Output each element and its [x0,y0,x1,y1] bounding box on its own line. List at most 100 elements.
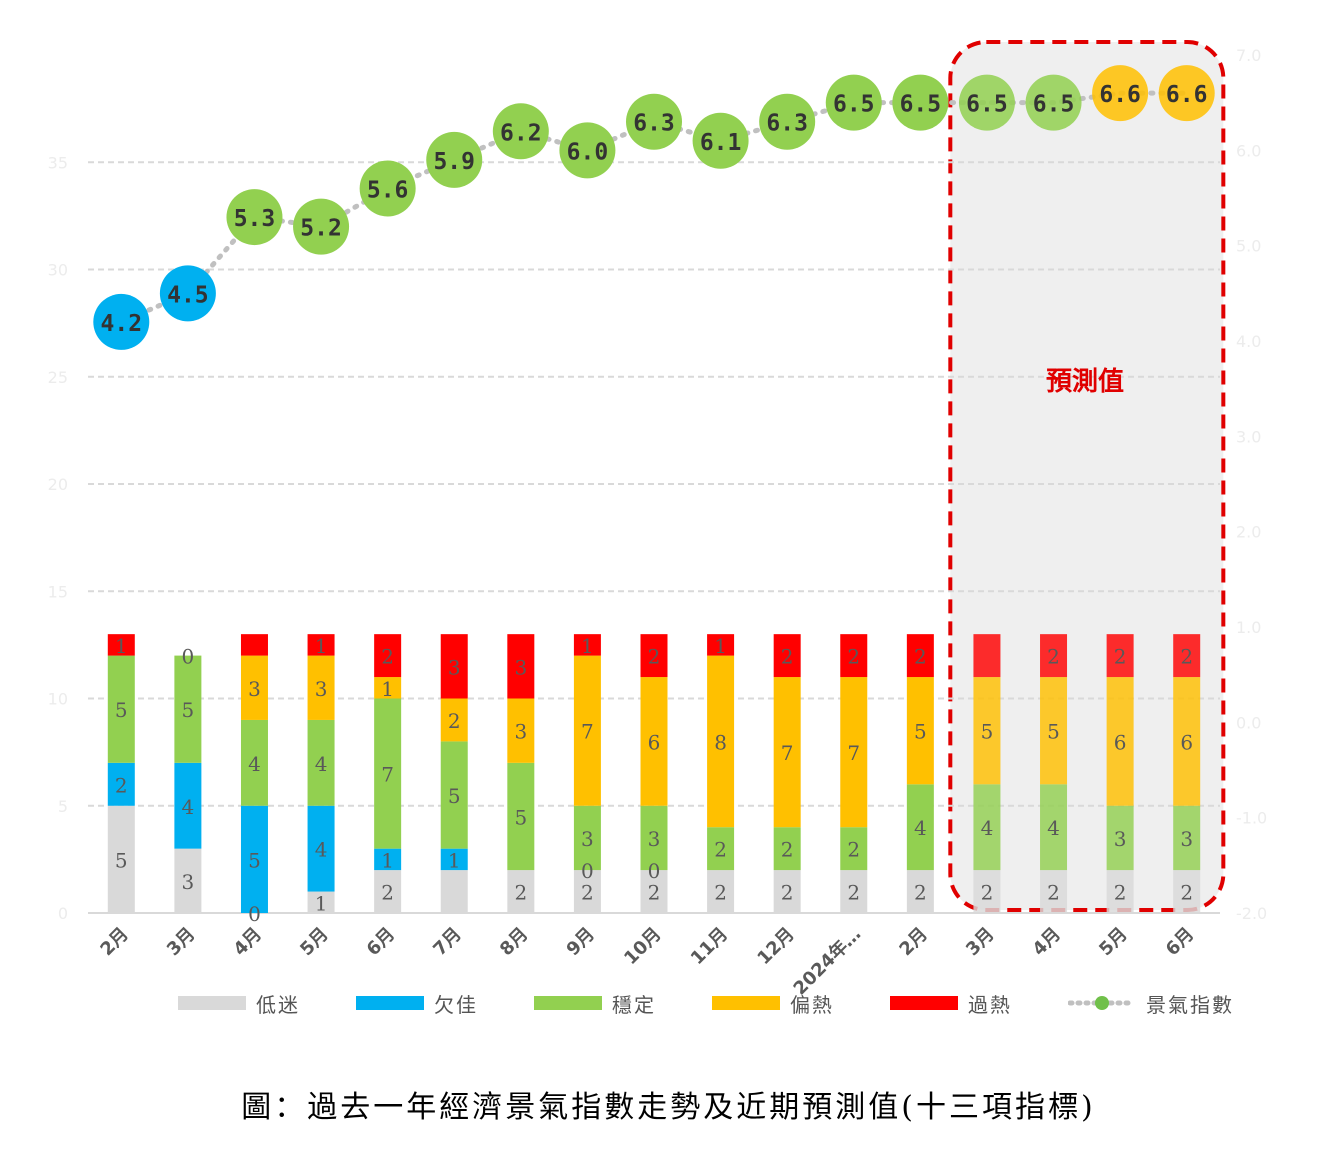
bar-value-label: 2 [381,645,394,669]
bar-segment [773,634,801,678]
x-tick-label: 7月 [429,924,465,960]
bar-segment [1106,805,1134,871]
bar-segment [107,634,135,656]
right-tick-label: 6.0 [1236,141,1261,160]
x-tick-label: 4月 [230,924,266,960]
legend-label-warm: 偏熱 [790,992,834,1017]
bar-value-label: 7 [581,720,594,744]
bar-segment [440,870,468,913]
bar-value-label: 2 [714,881,727,905]
left-tick-label: 10 [48,690,68,709]
bar-segment [107,655,135,763]
bar-segment [440,848,468,871]
left-tick-label: 35 [48,153,68,172]
bar-value-label: 2 [1047,881,1060,905]
index-point [293,198,350,255]
bar-segment [307,719,335,806]
index-point [492,103,549,160]
bar-segment [1040,677,1068,785]
legend-label-low: 低迷 [256,992,300,1017]
left-tick-label: 15 [48,582,68,601]
bar-value-label: 1 [315,891,328,915]
bar-segment [707,655,735,828]
bar-segment [240,634,268,656]
right-axis: -2.0 -1.0 0.0 1.0 2.0 3.0 4.0 5.0 6.0 7.0 [1236,46,1267,923]
bar-segment [507,762,535,871]
bar-value-label: 4 [315,752,328,776]
x-tick-label: 2月 [895,924,931,960]
bar-segment [707,870,735,913]
bar-value-label: 2 [847,838,860,862]
bar-segment [1040,634,1068,678]
bar-segment [640,870,668,913]
bar-segment [840,827,868,871]
bar-value-label: 2 [847,645,860,669]
index-point [825,74,882,131]
bar-segment [840,677,868,828]
right-tick-label: 4.0 [1236,332,1261,351]
stacked-bars [107,634,1201,913]
legend-swatch-warm [712,996,780,1010]
legend-swatch-stable [534,996,602,1010]
forecast-region [948,40,1226,912]
forecast-box [948,40,1226,912]
bar-value-label: 4 [1047,816,1060,840]
index-point-label: 6.6 [1099,82,1141,108]
bar-segment [973,677,1001,785]
bar-segment [707,634,735,656]
right-tick-label: 7.0 [1236,46,1261,65]
bar-value-label: 2 [981,881,994,905]
index-point [559,122,616,179]
bar-segment [374,870,402,913]
bar-value-label: 1 [448,848,461,872]
index-point [1025,74,1082,131]
legend-label-stable: 穩定 [612,992,656,1017]
index-point-label: 5.3 [234,206,276,232]
bar-segment [440,634,468,699]
index-point-label: 6.1 [700,130,742,156]
bar-value-label: 2 [781,881,794,905]
bar-value-label: 2 [1114,881,1127,905]
bar-value-label: 2 [381,881,394,905]
x-tick-label: 3月 [962,924,998,960]
legend-label-poor: 欠佳 [434,992,478,1017]
right-tick-label: 0.0 [1236,713,1261,732]
bar-value-label: 2 [1047,645,1060,669]
bar-segment [374,848,402,871]
bar-segment [307,634,335,656]
bar-value-label: 1 [115,634,128,658]
bar-value-label: 2 [914,645,927,669]
bar-value-label: 3 [182,870,195,894]
bar-segment [640,805,668,871]
bar-value-label: 6 [1180,730,1193,754]
bar-segment [307,891,335,913]
legend-item-stable: 穩定 [534,986,656,1020]
right-tick-label: 2.0 [1236,523,1261,542]
gridlines [88,161,1220,914]
bar-segment [374,634,402,678]
bar-value-label: 5 [514,805,527,829]
bar-value-label: 5 [448,784,461,808]
x-tick-label: 6月 [363,924,399,960]
bar-value-label: 1 [315,634,328,658]
index-point [93,293,150,350]
bar-value-label: 4 [981,816,994,840]
bar-value-label: 1 [381,677,394,701]
bar-value-label: 8 [714,730,727,754]
legend-item-warm: 偏熱 [712,986,834,1020]
legend-swatch-poor [356,996,424,1010]
bar-segment [240,655,268,720]
bar-segment [773,870,801,913]
bar-segment [906,634,934,678]
bar-value-label: 5 [1047,720,1060,744]
bar-value-label: 3 [448,655,461,679]
index-point-label: 5.2 [300,216,342,242]
bar-segment [507,698,535,763]
bar-segment [640,677,668,806]
legend-item-poor: 欠佳 [356,986,478,1020]
bar-value-label: 6 [1114,730,1127,754]
bar-segment [374,698,402,849]
index-point [159,265,216,322]
left-tick-label: 30 [48,261,68,280]
bar-value-label: 2 [847,881,860,905]
